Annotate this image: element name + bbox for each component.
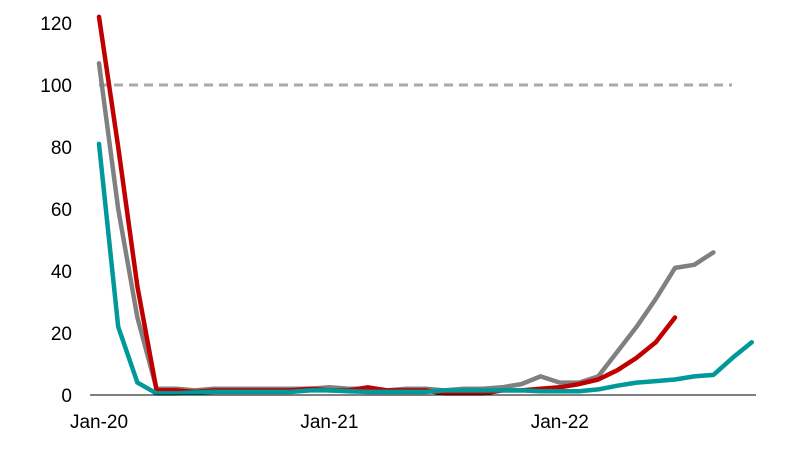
y-tick-label: 0: [61, 386, 72, 407]
series-line-2: [96, 61, 716, 393]
series-line-3: [96, 141, 755, 396]
y-tick-label: 20: [51, 324, 72, 345]
y-tick-label: 60: [51, 200, 72, 221]
y-tick-label: 120: [40, 14, 72, 35]
y-tick-label: 80: [51, 138, 72, 159]
x-tick-label: Jan-20: [70, 412, 128, 433]
x-tick-label: Jan-21: [300, 412, 358, 433]
series-lines: [96, 14, 755, 396]
y-tick-label: 40: [51, 262, 72, 283]
x-axis-tick-labels: Jan-20 Jan-21 Jan-22: [70, 412, 589, 433]
series-line-1: [96, 14, 678, 396]
x-tick-label: Jan-22: [531, 412, 589, 433]
y-axis-tick-labels: 0 20 40 60 80 100 120: [40, 14, 72, 407]
y-tick-label: 100: [40, 76, 72, 97]
